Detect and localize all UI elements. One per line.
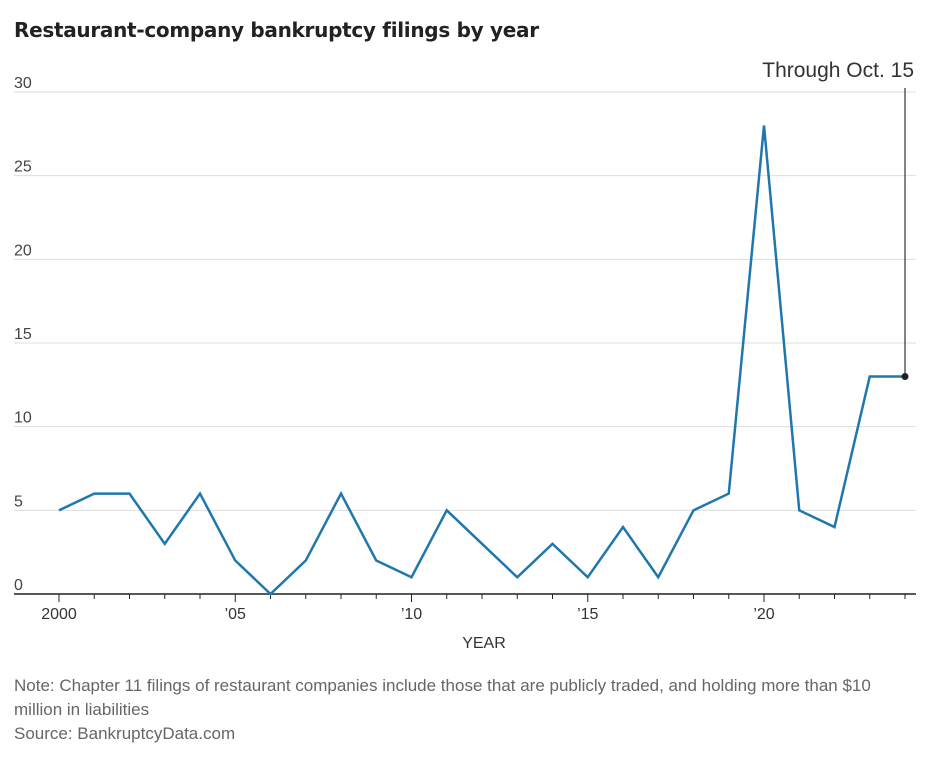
data-point-2022: [833, 525, 837, 529]
data-point-2017: [656, 575, 660, 579]
y-tick-label: 0: [14, 577, 23, 594]
data-point-2000: [57, 508, 61, 512]
x-tick-label: ’05: [225, 606, 246, 623]
data-point-2010: [410, 575, 414, 579]
y-tick-label: 10: [14, 410, 32, 427]
y-tick-label: 15: [14, 326, 32, 343]
data-point-2018: [692, 508, 696, 512]
data-point-2011: [445, 508, 449, 512]
chart-note: Note: Chapter 11 filings of restaurant c…: [14, 676, 871, 719]
x-axis-label: YEAR: [462, 635, 506, 652]
data-point-2001: [92, 492, 96, 496]
data-point-2003: [163, 542, 167, 546]
gridlines: [14, 91, 916, 511]
y-tick-label: 25: [14, 159, 32, 176]
data-point-2020: [762, 123, 766, 127]
y-axis-tick-labels: 0 5 10 15 20 25 30: [14, 75, 32, 594]
chart-title: Restaurant-company bankruptcy filings by…: [14, 18, 539, 42]
data-point-2012: [480, 542, 484, 546]
x-tick-label: ’10: [401, 606, 422, 623]
y-tick-label: 20: [14, 242, 32, 259]
data-point-2015: [586, 575, 590, 579]
x-tick-label: ’20: [753, 606, 774, 623]
data-point-2008: [339, 492, 343, 496]
data-point-2019: [727, 492, 731, 496]
data-point-2021: [797, 508, 801, 512]
data-point-2004: [198, 492, 202, 496]
data-point-2016: [621, 525, 625, 529]
y-tick-label: 5: [14, 493, 23, 510]
annotation-marker: [901, 372, 909, 380]
series-filings: [57, 123, 905, 596]
x-axis: 2000 ’05 ’10 ’15 ’20: [14, 593, 916, 623]
line-chart: 0 5 10 15 20 25 30 2000 ’05 ’10 ’15 ’20 Through Oc…: [14, 59, 916, 652]
data-point-2005: [233, 559, 237, 563]
annotation-text: Through Oct. 15: [762, 59, 914, 82]
data-point-2014: [551, 542, 555, 546]
data-point-2023: [868, 374, 872, 378]
chart-source: Source: BankruptcyData.com: [14, 724, 236, 743]
data-point-2007: [304, 559, 308, 563]
x-tick-label: ’15: [577, 606, 598, 623]
x-tick-label: 2000: [41, 606, 77, 623]
data-point-2002: [128, 492, 132, 496]
data-point-2009: [374, 559, 378, 563]
data-point-2013: [515, 575, 519, 579]
annotation-group: Through Oct. 15: [762, 59, 914, 380]
data-point-2006: [269, 592, 273, 596]
y-tick-label: 30: [14, 75, 32, 92]
series-line: [58, 125, 905, 596]
